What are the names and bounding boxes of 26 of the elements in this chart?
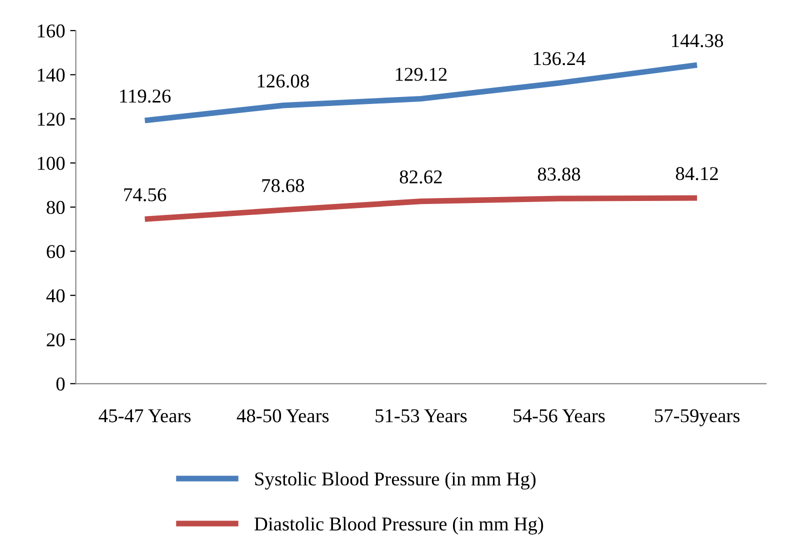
data-label: 136.24 (534, 52, 586, 66)
x-tick-label: 51-53 Years (376, 409, 467, 422)
y-tick-label: 120 (38, 112, 65, 126)
y-tick-label: 100 (38, 156, 65, 170)
x-tick-label: 45-47 Years (98, 409, 191, 422)
data-label: 82.62 (400, 170, 442, 184)
x-tick-label: 54-56 Years (514, 409, 605, 422)
y-tick-label: 160 (38, 24, 65, 38)
data-label: 144.38 (672, 34, 724, 48)
data-label: 84.12 (676, 167, 718, 180)
y-tick-label: 140 (38, 68, 65, 82)
y-tick-label: 40 (46, 289, 65, 302)
data-label: 78.68 (262, 179, 304, 192)
data-label: 119.26 (120, 90, 171, 103)
data-label: 126.08 (258, 74, 309, 88)
data-label: 83.88 (538, 168, 580, 181)
y-tick-label: 60 (46, 245, 65, 258)
y-tick-label: 0 (56, 377, 65, 391)
x-tick-label: 57-59years (654, 409, 740, 426)
legend-label: Systolic Blood Pressure (in mm Hg) (255, 472, 536, 490)
x-tick-label: 48-50 Years (236, 409, 329, 422)
y-tick-label: 20 (46, 333, 65, 346)
data-label: 74.56 (124, 188, 166, 202)
legend-label: Diastolic Blood Pressure (in mm Hg) (254, 516, 544, 535)
data-label: 129.12 (396, 68, 447, 81)
y-tick-label: 80 (46, 200, 65, 214)
